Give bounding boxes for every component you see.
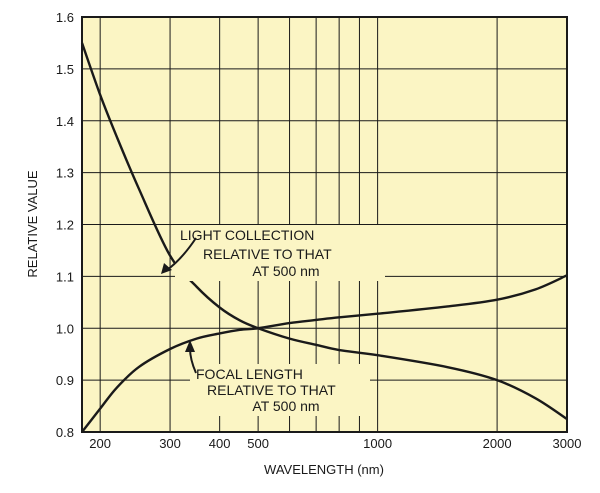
plot-frame [81,16,568,433]
annotation-text: RELATIVE TO THAT [207,382,336,398]
x-tick-label: 500 [247,436,269,451]
annotation-text: AT 500 nm [252,398,319,414]
y-tick-label: 0.8 [56,425,74,440]
annotation-text: RELATIVE TO THAT [203,246,332,262]
y-tick-label: 1.5 [56,62,74,77]
curves [80,42,568,433]
y-tick-label: 1.2 [56,218,74,233]
annotation-backdrop [190,364,370,416]
x-tick-label: 300 [159,436,181,451]
y-tick-label: 1.3 [56,166,74,181]
annotation-text: AT 500 nm [252,263,319,279]
y-tick-labels: 0.8 0.9 1.0 1.1 1.2 1.3 1.4 1.5 1.6 [56,10,74,440]
y-tick-label: 1.4 [56,114,74,129]
x-axis-title: WAVELENGTH (nm) [264,462,384,477]
x-tick-label: 200 [89,436,111,451]
x-tick-label: 2000 [483,436,512,451]
annotation-text: FOCAL LENGTH [196,366,303,382]
annotation-arrow [166,237,197,271]
y-tick-label: 1.1 [56,269,74,284]
y-tick-label: 0.9 [56,373,74,388]
y-tick-label: 1.6 [56,10,74,25]
annotation-text: LIGHT COLLECTION [180,227,314,243]
annotation-arrowhead [161,263,172,274]
x-tick-label: 3000 [553,436,582,451]
x-tick-label: 1000 [363,436,392,451]
x-tick-label: 400 [209,436,231,451]
series-line-2 [81,274,568,433]
x-tick-labels: 200 300 400 500 1000 2000 3000 [89,436,581,451]
annotation-arrowhead [185,340,195,352]
y-axis-title: RELATIVE VALUE [25,170,40,277]
annotation-backdrop [175,225,385,281]
y-tick-label: 1.0 [56,321,74,336]
